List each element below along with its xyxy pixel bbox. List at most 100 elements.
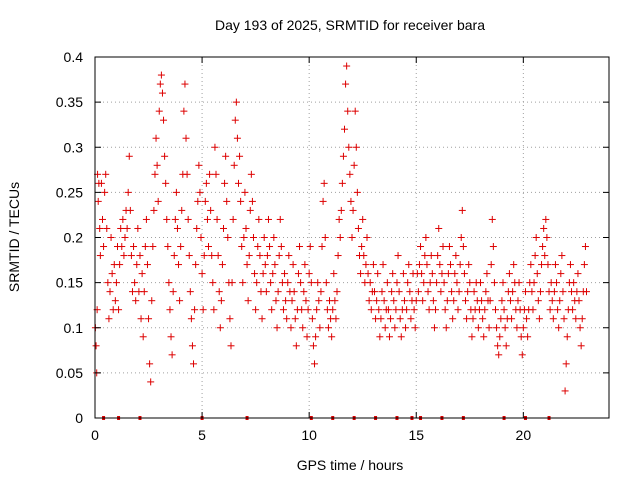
data-point [253,279,261,287]
data-point [317,288,325,296]
data-point [456,261,464,269]
data-point [96,252,104,260]
data-point [515,279,523,287]
data-point [229,215,237,223]
y-tick-label: 0.25 [56,184,83,200]
data-point [300,288,308,296]
data-point [443,297,451,305]
data-point [387,315,395,323]
data-point [583,288,591,296]
data-point [509,288,517,296]
data-point [523,315,531,323]
data-point [391,324,399,332]
data-point [168,351,176,359]
data-point [447,261,455,269]
data-point [298,306,306,314]
data-point [321,234,329,241]
x-tick-label: 5 [198,427,206,443]
data-point [206,170,214,178]
data-point [94,197,102,205]
data-point [514,297,522,305]
data-point [548,297,556,305]
data-point [549,315,557,323]
data-point [435,224,443,232]
data-point [314,279,322,287]
data-point [464,288,472,296]
data-point [100,243,108,251]
data-point [341,125,349,133]
data-point [335,215,343,223]
data-point [554,306,562,314]
data-point [244,297,252,305]
data-point [440,279,448,287]
data-point [385,333,393,341]
data-point [425,306,433,314]
data-point [423,261,431,269]
data-point [207,206,215,214]
data-point [177,243,185,251]
data-point [322,279,330,287]
data-point [145,315,153,323]
data-point [228,279,236,287]
data-point [553,279,561,287]
data-point [345,143,353,151]
data-point [541,252,549,260]
data-point [488,215,496,223]
data-point [328,333,336,341]
data-point [333,288,341,296]
data-point [151,170,159,178]
data-point [500,306,508,314]
data-point [208,252,216,260]
data-point [218,261,226,269]
data-point [367,306,375,314]
data-point [336,234,344,241]
data-point [478,297,486,305]
data-point [262,288,270,296]
data-point [380,297,388,305]
data-point [432,306,440,314]
data-point [530,279,538,287]
x-axis-label: GPS time / hours [297,457,404,473]
data-point [539,243,547,251]
data-point [234,179,242,187]
data-point [365,297,373,305]
data-point [419,297,427,305]
data-point [231,116,239,124]
data-point [169,288,177,296]
data-point [172,188,180,196]
data-point [211,143,219,151]
data-point [469,315,477,323]
data-point [167,333,175,341]
data-point [315,297,323,305]
data-point [578,315,586,323]
y-tick-label: 0.1 [64,320,84,336]
data-point [213,215,221,223]
data-point [140,288,148,296]
data-point [412,297,420,305]
y-tick-label: 0 [75,410,83,426]
data-point [487,261,495,269]
data-point [137,315,145,323]
data-point [291,315,299,323]
data-point [240,234,248,241]
data-point [120,252,128,260]
data-point [195,161,203,169]
data-point [118,243,126,251]
data-point [427,252,435,260]
data-point [480,333,488,341]
data-point [465,261,473,269]
data-point [264,215,272,223]
data-point [162,179,170,187]
data-point [489,243,497,251]
data-point [363,234,371,241]
data-point [173,224,181,232]
data-point [493,324,501,332]
data-point [263,252,271,260]
data-point [161,152,169,160]
data-point [538,261,546,269]
data-point [455,288,463,296]
data-point [288,297,296,305]
x-tick-label: 0 [91,427,99,443]
data-point [529,306,537,314]
data-point [433,279,441,287]
